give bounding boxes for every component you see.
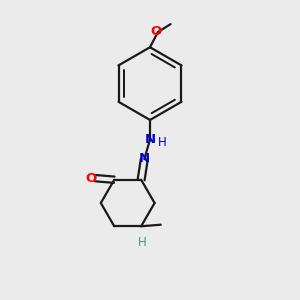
Text: H: H bbox=[158, 136, 167, 148]
Text: N: N bbox=[144, 133, 156, 146]
Text: O: O bbox=[151, 25, 162, 38]
Text: H: H bbox=[138, 236, 147, 249]
Text: O: O bbox=[85, 172, 96, 184]
Text: N: N bbox=[139, 152, 150, 165]
